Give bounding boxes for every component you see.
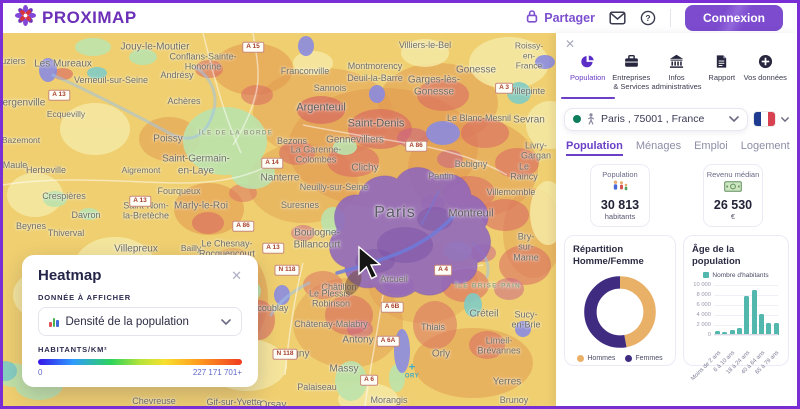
banknote-icon	[724, 180, 742, 192]
tab-infos-administratives[interactable]: Infos administratives	[651, 54, 702, 99]
heatmap-card-title: Heatmap	[38, 267, 102, 284]
location-value: Paris , 75001 , France	[601, 113, 705, 126]
map-canvas[interactable]: Jouy-le-Moutier Conflans-Sainte- Honorine…	[3, 33, 556, 406]
subtab-population[interactable]: Population	[566, 140, 623, 156]
cursor-pointer	[345, 245, 381, 295]
donut-chart-title: Répartition Homme/Femme	[573, 243, 644, 267]
legend-hommes: Hommes	[577, 354, 615, 362]
scale-max-value: 227 171 701+	[192, 368, 242, 377]
subtab-emploi[interactable]: Emploi	[694, 139, 728, 152]
age-bar	[766, 322, 772, 335]
category-subtabs: Population Ménages Emploi Logement	[566, 139, 790, 156]
insights-panel: ✕ Population Entreprises & Services	[556, 33, 797, 406]
age-bar	[751, 289, 757, 335]
age-distribution-chart-card: Âge de la population Nombre d'habitants …	[683, 234, 789, 382]
svg-text:?: ?	[645, 13, 650, 23]
gender-split-chart-card: Répartition Homme/Femme Hommes Femmes	[564, 234, 676, 366]
heatmap-close-icon[interactable]: ✕	[231, 268, 242, 283]
connexion-button[interactable]: Connexion	[685, 5, 783, 31]
family-icon	[613, 180, 628, 190]
stat-card-revenu-median: Revenu médian 26 530 €	[703, 163, 763, 227]
country-flag-france[interactable]	[754, 112, 775, 127]
pie-chart-icon	[581, 55, 594, 68]
chevron-down-icon	[221, 318, 231, 325]
logo-flower-icon	[15, 5, 36, 31]
chevron-down-icon	[729, 116, 739, 123]
scale-unit-label: HABITANTS/KM²	[38, 345, 108, 354]
report-icon	[717, 55, 727, 68]
subtab-menages[interactable]: Ménages	[635, 139, 682, 152]
panel-close-icon[interactable]: ✕	[565, 37, 576, 51]
age-bar	[773, 322, 779, 335]
heatmap-dropdown-value: Densité de la population	[65, 315, 189, 328]
stat-card-population: Population 30 813 habitants	[590, 163, 650, 227]
bar-chart-title: Âge de la population	[692, 243, 741, 267]
age-bar	[737, 328, 742, 335]
top-header: PROXIMAP Partager	[3, 3, 797, 33]
gender-donut-chart	[584, 275, 656, 348]
status-dot	[573, 115, 581, 124]
share-label: Partager	[544, 11, 595, 25]
density-gradient-bar	[38, 359, 242, 365]
age-bar	[722, 331, 728, 335]
briefcase-icon	[624, 54, 638, 67]
help-button[interactable]: ?	[640, 10, 656, 26]
data-to-display-label: DONNÉE À AFFICHER	[38, 293, 131, 302]
age-bar	[729, 330, 735, 335]
header-divider	[670, 9, 671, 27]
question-icon: ?	[640, 10, 656, 26]
mail-button[interactable]	[609, 11, 626, 25]
envelope-icon	[609, 11, 626, 25]
bank-icon	[669, 54, 684, 68]
heatmap-data-dropdown[interactable]: Densité de la population	[38, 307, 242, 336]
subtab-logement[interactable]: Logement	[740, 139, 790, 152]
bar-chart-icon	[49, 317, 59, 327]
tab-entreprises-services[interactable]: Entreprises & Services	[610, 54, 654, 99]
location-selector[interactable]: Paris , 75001 , France	[564, 107, 748, 131]
app-logo[interactable]: PROXIMAP	[15, 5, 137, 31]
tab-population[interactable]: Population	[566, 54, 610, 99]
bar-chart-legend: Nombre d'habitants	[692, 272, 780, 279]
tab-rapport[interactable]: Rapport	[700, 54, 744, 99]
tab-vos-donnees[interactable]: Vos données	[744, 54, 788, 99]
pedestrian-icon	[588, 113, 594, 125]
plus-circle-icon	[758, 54, 772, 69]
age-bar	[715, 330, 720, 335]
logo-text: PROXIMAP	[42, 8, 137, 27]
panel-tabs: Population Entreprises & Services	[566, 54, 787, 99]
age-bar	[759, 313, 764, 335]
heatmap-layer	[3, 33, 556, 406]
scale-min-value: 0	[38, 368, 43, 377]
share-button[interactable]: Partager	[525, 9, 595, 27]
chevron-down-icon[interactable]	[781, 116, 789, 122]
heatmap-settings-card: Heatmap ✕ DONNÉE À AFFICHER Densité de l…	[22, 255, 258, 387]
legend-femmes: Femmes	[625, 354, 663, 362]
lock-icon	[525, 9, 539, 27]
age-bar	[744, 296, 750, 335]
